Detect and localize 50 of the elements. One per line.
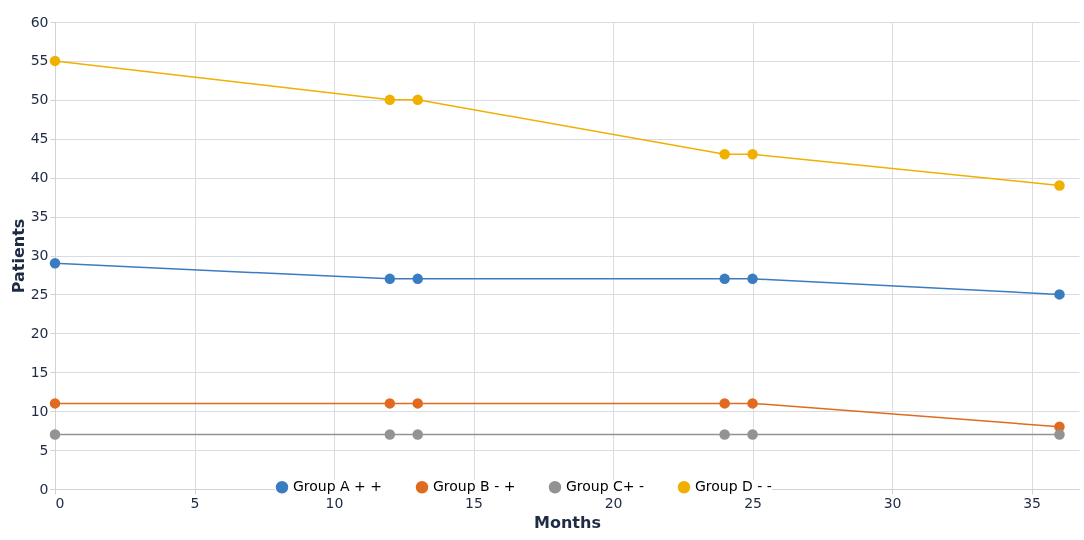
point (412, 398, 423, 409)
y-tick-label: 45 (30, 130, 49, 147)
x-tick-label: 20 (604, 494, 623, 511)
legend-label: Group D - - (695, 478, 772, 495)
x-tick-label: 10 (325, 494, 344, 511)
y-tick-label: 5 (39, 441, 49, 458)
point (747, 149, 758, 160)
x-tick-label: 0 (55, 494, 65, 511)
x-tick-label: 15 (465, 494, 483, 511)
x-tick-label: 5 (190, 494, 200, 511)
y-tick-label: 40 (30, 169, 49, 186)
point (384, 429, 396, 440)
legend-label: Group A + + (293, 478, 383, 495)
y-tick-label: 0 (39, 480, 49, 497)
point (412, 94, 423, 106)
point (719, 398, 730, 409)
x-tick-label: 30 (883, 494, 902, 511)
y-axis-title: Patients (8, 218, 28, 294)
point (49, 258, 61, 269)
legend-label: Group C+ - (566, 478, 645, 495)
y-tick-label: 30 (30, 247, 49, 263)
y-tick-label: 10 (30, 402, 49, 419)
point (719, 273, 730, 285)
point (1054, 180, 1065, 191)
point (1054, 289, 1065, 300)
point (49, 55, 61, 67)
point (747, 273, 758, 285)
point (412, 273, 423, 285)
point (719, 429, 730, 440)
point (384, 398, 396, 409)
y-tick-label: 50 (30, 91, 49, 108)
point (719, 149, 730, 160)
y-tick-label: 15 (30, 363, 49, 380)
point (412, 429, 423, 440)
point (49, 429, 61, 440)
point (747, 429, 758, 440)
y-tick-label: 25 (30, 285, 49, 302)
y-tick-label: 20 (30, 324, 49, 341)
point (384, 273, 396, 285)
legend-label: Group B - + (433, 478, 516, 495)
x-axis-title: Months (534, 512, 601, 532)
point (1054, 429, 1065, 440)
y-tick-label: 55 (30, 52, 49, 69)
x-tick-label: 25 (744, 494, 762, 511)
point (384, 94, 396, 106)
x-tick-label: 35 (1023, 494, 1041, 511)
y-tick-label: 60 (30, 13, 49, 30)
point (747, 398, 758, 409)
point (49, 398, 61, 409)
y-tick-label: 35 (30, 208, 49, 225)
